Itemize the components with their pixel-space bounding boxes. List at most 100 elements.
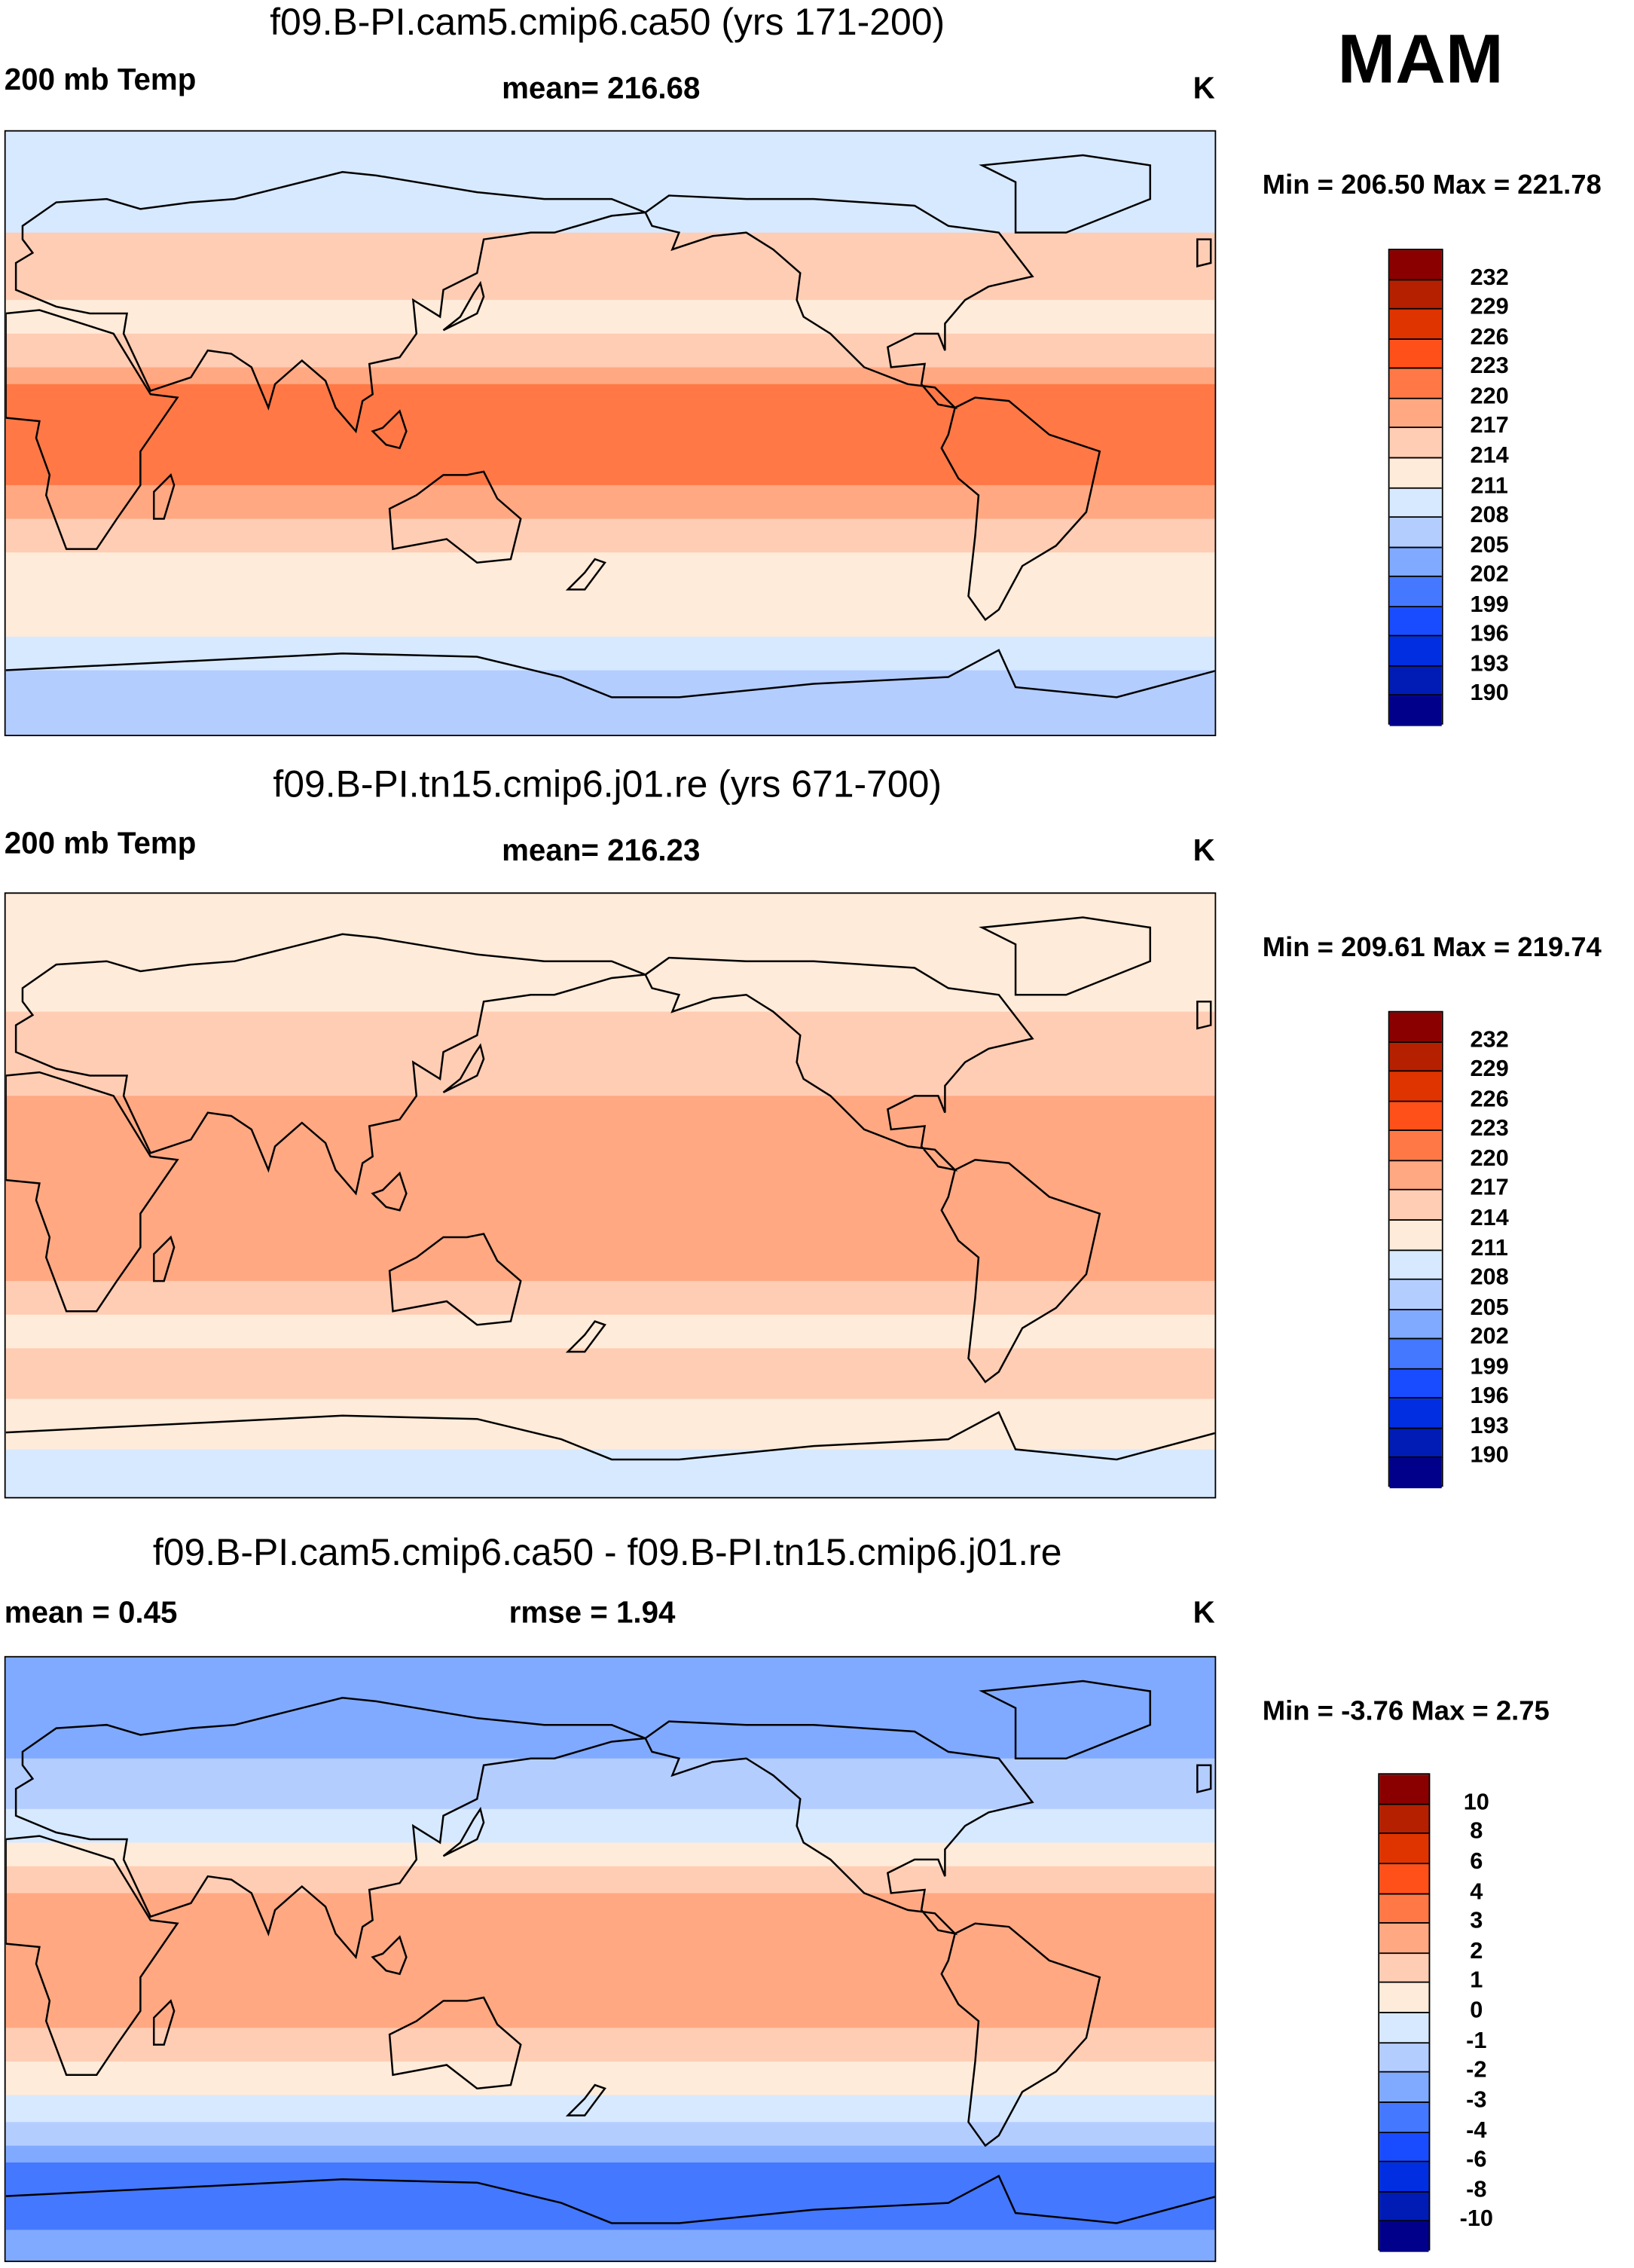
coastline-eurasia (14, 170, 646, 434)
colorbar-swatch (1379, 1834, 1429, 1864)
panel-title: f09.B-PI.tn15.cmip6.j01.re (yrs 671-700) (273, 762, 942, 806)
colorbar-swatch (1389, 1160, 1442, 1191)
colorbar-swatch (1379, 2043, 1429, 2074)
colorbar-label: 190 (1470, 681, 1509, 707)
colorbar-swatch (1379, 2132, 1429, 2163)
coastline-greenland (979, 1680, 1152, 1759)
colorbar-swatch (1389, 1250, 1442, 1280)
colorbar-label: 232 (1470, 265, 1509, 290)
coastline-madagascar (152, 473, 176, 520)
contour-band (5, 636, 1215, 671)
coastline-madagascar (152, 1235, 176, 1282)
colorbar-label: 0 (1470, 1998, 1483, 2024)
colorbar-label: 220 (1470, 1146, 1509, 1172)
colorbar-label: 229 (1470, 1057, 1509, 1083)
colorbar-swatch (1389, 547, 1442, 578)
coastline-antarctica (5, 649, 1215, 698)
colorbar-swatch (1389, 368, 1442, 399)
coastline-antarctica (5, 2175, 1215, 2224)
contour-band (5, 1348, 1215, 1400)
colorbar-label: 217 (1470, 414, 1509, 439)
contour-band (5, 2145, 1215, 2163)
coastline-africa (5, 1835, 179, 2076)
contour-band (5, 1657, 1215, 1759)
colorbar-label: -10 (1459, 2207, 1494, 2233)
contour-band (5, 1842, 1215, 1867)
minmax-label: Min = 209.61 Max = 219.74 (1262, 933, 1602, 964)
colorbar-swatch (1379, 2013, 1429, 2043)
coastline-greenland (979, 916, 1152, 996)
colorbar-label: 208 (1470, 503, 1509, 528)
coastline-africa (5, 1071, 179, 1313)
colorbar-swatch (1389, 1339, 1442, 1370)
contour-band (5, 552, 1215, 637)
colorbar-swatch (1389, 339, 1442, 369)
coastline-antarctica (5, 1411, 1215, 1461)
minmax-label: Min = -3.76 Max = 2.75 (1262, 1696, 1550, 1727)
coastline-samerica (940, 1158, 1101, 1383)
colorbar-label: 223 (1470, 354, 1509, 380)
map-panel-3 (4, 1655, 1217, 2263)
colorbar-swatch (1389, 1191, 1442, 1221)
contour-band (5, 1281, 1215, 1316)
colorbar-swatch (1389, 1042, 1442, 1072)
map-panel-1 (4, 130, 1217, 737)
colorbar-label: 211 (1471, 1236, 1508, 1261)
colorbar-swatch (1379, 1804, 1429, 1835)
contour-band (5, 1893, 1215, 2029)
colorbar-label: -1 (1466, 2028, 1487, 2053)
colorbar-swatch (1389, 607, 1442, 637)
colorbar-swatch (1389, 1279, 1442, 1310)
colorbar-swatch (1389, 1102, 1442, 1132)
map-svg (5, 894, 1215, 1497)
colorbar-swatch (1389, 1369, 1442, 1399)
colorbar (1378, 1773, 1431, 2252)
colorbar-swatch (1389, 399, 1442, 429)
colorbar-label: 193 (1470, 1414, 1509, 1439)
colorbar-swatch (1389, 1131, 1442, 1161)
variable-label: 200 mb Temp (4, 63, 197, 97)
coastline-madagascar (152, 1999, 176, 2046)
coastline-japan (442, 280, 485, 332)
map-svg (5, 131, 1215, 735)
colorbar-swatch (1389, 696, 1442, 726)
map-svg (5, 1657, 1215, 2261)
colorbar-label: 1 (1470, 1969, 1483, 1994)
colorbar-label: 202 (1470, 1325, 1509, 1350)
coastline-nz (565, 558, 606, 591)
coastline-borneo (371, 409, 408, 450)
colorbar-swatch (1389, 1071, 1442, 1102)
colorbar-label: 214 (1470, 444, 1509, 469)
colorbar-label: 8 (1470, 1820, 1483, 1845)
variable-label: 200 mb Temp (4, 827, 197, 861)
coastline-samerica (940, 396, 1101, 622)
colorbar-label: 208 (1470, 1265, 1509, 1291)
contour-band (5, 1758, 1215, 1810)
colorbar-label: 3 (1470, 1909, 1483, 1934)
colorbar-label: -2 (1466, 2058, 1487, 2083)
coastline-uk (1196, 1001, 1212, 1030)
contour-band (5, 1866, 1215, 1894)
colorbar-swatch (1389, 666, 1442, 697)
colorbar-label: 226 (1470, 1087, 1509, 1112)
mean-label: mean= 216.23 (502, 834, 701, 868)
colorbar-swatch (1379, 2222, 1429, 2252)
panel-title: f09.B-PI.cam5.cmip6.ca50 - f09.B-PI.tn15… (152, 1530, 1062, 1574)
coastline-borneo (371, 1935, 408, 1976)
units-label: K (1193, 1597, 1215, 1631)
colorbar-swatch (1389, 1310, 1442, 1340)
contour-band (5, 1808, 1215, 1844)
coastline-uk (1196, 238, 1212, 267)
colorbar-label: 214 (1470, 1206, 1509, 1231)
colorbar (1388, 249, 1443, 726)
colorbar-label: 217 (1470, 1176, 1509, 1201)
colorbar-label: 223 (1470, 1117, 1509, 1142)
mean-label: mean = 0.45 (4, 1597, 178, 1631)
coastline-australia (388, 470, 522, 564)
contour-band (5, 2028, 1215, 2062)
coastline-namerica (644, 956, 1034, 1172)
colorbar-label: 205 (1470, 533, 1509, 558)
colorbar-swatch (1379, 2073, 1429, 2103)
contour-band (5, 2230, 1215, 2261)
colorbar-swatch (1389, 1220, 1442, 1251)
